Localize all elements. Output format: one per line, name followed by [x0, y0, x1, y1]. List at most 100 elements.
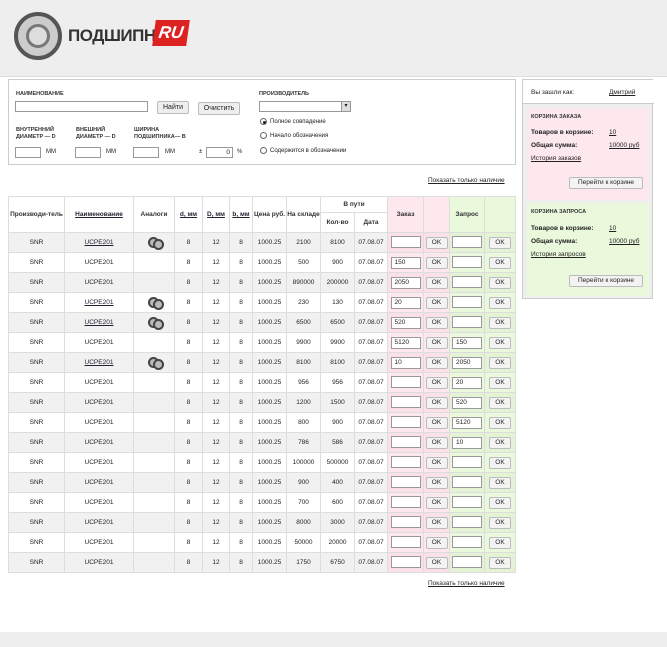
order-qty-input[interactable]: [390, 555, 421, 568]
show-in-stock-link-bottom[interactable]: Показать только наличие: [428, 580, 505, 587]
request-ok-button[interactable]: OK: [489, 436, 511, 449]
order-ok-button[interactable]: OK: [425, 356, 448, 369]
order-ok-button[interactable]: OK: [425, 536, 448, 549]
order-ok-button[interactable]: OK: [425, 276, 448, 289]
go-to-request-cart-button[interactable]: Перейти к корзине: [569, 275, 643, 287]
outer-diameter-input[interactable]: [75, 147, 101, 158]
order-ok-button[interactable]: OK: [425, 436, 448, 449]
order-qty-input[interactable]: 5120: [390, 336, 421, 349]
col-name[interactable]: Наименование: [64, 196, 134, 233]
cell-name[interactable]: UCPE201: [64, 472, 134, 493]
cell-analogs[interactable]: [133, 232, 175, 253]
col-D[interactable]: D, мм: [202, 196, 230, 233]
cell-name[interactable]: UCPE201: [64, 432, 134, 453]
order-qty-input[interactable]: [390, 535, 421, 548]
manufacturer-select[interactable]: ▾: [259, 101, 351, 112]
analogs-icon[interactable]: [147, 237, 164, 250]
request-history-link[interactable]: История запросов: [531, 251, 586, 258]
order-qty-input[interactable]: [390, 415, 421, 428]
order-qty-input[interactable]: [390, 455, 421, 468]
cell-name[interactable]: UCPE201: [64, 332, 134, 353]
request-qty-input[interactable]: 20: [452, 376, 482, 389]
cell-name[interactable]: UCPE201: [64, 512, 134, 533]
request-ok-button[interactable]: OK: [489, 256, 511, 269]
order-qty-input[interactable]: [390, 375, 421, 388]
order-items-value[interactable]: 10: [609, 129, 617, 136]
request-ok-button[interactable]: OK: [489, 316, 511, 329]
request-qty-input[interactable]: 2050: [452, 356, 482, 369]
radio-contains[interactable]: Содержится в обозначении: [260, 147, 346, 154]
order-ok-button[interactable]: OK: [425, 256, 448, 269]
order-ok-button[interactable]: OK: [425, 496, 448, 509]
request-ok-button[interactable]: OK: [489, 536, 511, 549]
cell-analogs[interactable]: [133, 312, 175, 333]
cell-name[interactable]: UCPE201: [64, 532, 134, 553]
order-history-link[interactable]: История заказов: [531, 155, 582, 162]
order-qty-input[interactable]: [390, 495, 421, 508]
request-qty-input[interactable]: 520: [452, 396, 482, 409]
tolerance-input[interactable]: 0: [206, 147, 233, 158]
request-ok-button[interactable]: OK: [489, 416, 511, 429]
order-ok-button[interactable]: OK: [425, 476, 448, 489]
go-to-order-cart-button[interactable]: Перейти к корзине: [569, 177, 643, 189]
request-qty-input[interactable]: [452, 455, 482, 468]
cell-name[interactable]: UCPE201: [64, 252, 134, 273]
order-qty-input[interactable]: 20: [390, 296, 421, 309]
request-qty-input[interactable]: [452, 275, 482, 288]
request-qty-input[interactable]: 5120: [452, 416, 482, 429]
order-qty-input[interactable]: [390, 475, 421, 488]
request-qty-input[interactable]: 10: [452, 436, 482, 449]
request-qty-input[interactable]: [452, 535, 482, 548]
order-ok-button[interactable]: OK: [425, 516, 448, 529]
clear-button[interactable]: Очистить: [198, 102, 240, 115]
request-ok-button[interactable]: OK: [489, 396, 511, 409]
request-qty-input[interactable]: [452, 295, 482, 308]
cell-analogs[interactable]: [133, 352, 175, 373]
width-input[interactable]: [133, 147, 159, 158]
order-ok-button[interactable]: OK: [425, 236, 448, 249]
request-items-value[interactable]: 10: [609, 225, 617, 232]
request-qty-input[interactable]: [452, 315, 482, 328]
request-ok-button[interactable]: OK: [489, 556, 511, 569]
order-qty-input[interactable]: [390, 435, 421, 448]
request-sum-value[interactable]: 10000 руб: [609, 238, 640, 245]
analogs-icon[interactable]: [147, 357, 164, 370]
cell-name[interactable]: UCPE201: [64, 292, 134, 313]
find-button[interactable]: Найти: [157, 101, 189, 114]
request-qty-input[interactable]: [452, 475, 482, 488]
order-ok-button[interactable]: OK: [425, 336, 448, 349]
analogs-icon[interactable]: [147, 297, 164, 310]
user-name-link[interactable]: Дмитрий: [609, 89, 636, 96]
analogs-icon[interactable]: [147, 317, 164, 330]
inner-diameter-input[interactable]: [15, 147, 41, 158]
request-ok-button[interactable]: OK: [489, 496, 511, 509]
order-ok-button[interactable]: OK: [425, 456, 448, 469]
col-b[interactable]: b, мм: [229, 196, 253, 233]
order-sum-value[interactable]: 10000 руб: [609, 142, 640, 149]
cell-name[interactable]: UCPE201: [64, 392, 134, 413]
request-qty-input[interactable]: [452, 235, 482, 248]
radio-starts-with[interactable]: Начало обозначения: [260, 132, 328, 139]
order-qty-input[interactable]: 10: [390, 356, 421, 369]
order-ok-button[interactable]: OK: [425, 296, 448, 309]
col-d[interactable]: d, мм: [174, 196, 203, 233]
cell-name[interactable]: UCPE201: [64, 372, 134, 393]
request-ok-button[interactable]: OK: [489, 476, 511, 489]
order-qty-input[interactable]: 2050: [390, 276, 421, 289]
order-qty-input[interactable]: [390, 235, 421, 248]
order-ok-button[interactable]: OK: [425, 316, 448, 329]
order-ok-button[interactable]: OK: [425, 556, 448, 569]
cell-analogs[interactable]: [133, 292, 175, 313]
order-qty-input[interactable]: 150: [390, 256, 421, 269]
request-qty-input[interactable]: [452, 515, 482, 528]
order-ok-button[interactable]: OK: [425, 376, 448, 389]
request-qty-input[interactable]: 150: [452, 336, 482, 349]
request-ok-button[interactable]: OK: [489, 276, 511, 289]
cell-name[interactable]: UCPE201: [64, 552, 134, 573]
cell-name[interactable]: UCPE201: [64, 452, 134, 473]
order-ok-button[interactable]: OK: [425, 416, 448, 429]
cell-name[interactable]: UCPE201: [64, 232, 134, 253]
request-ok-button[interactable]: OK: [489, 356, 511, 369]
request-qty-input[interactable]: [452, 255, 482, 268]
order-qty-input[interactable]: [390, 395, 421, 408]
